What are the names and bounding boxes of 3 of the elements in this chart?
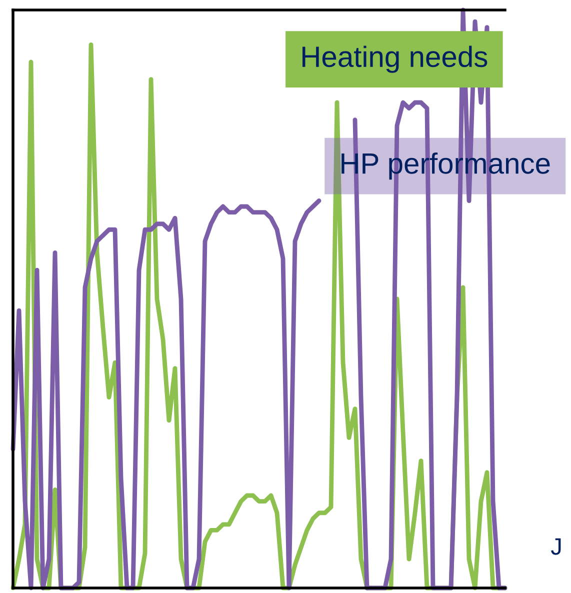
text: J [551,538,561,555]
series-label: Heating needs [302,46,488,73]
series-label: HP performance [342,152,550,180]
